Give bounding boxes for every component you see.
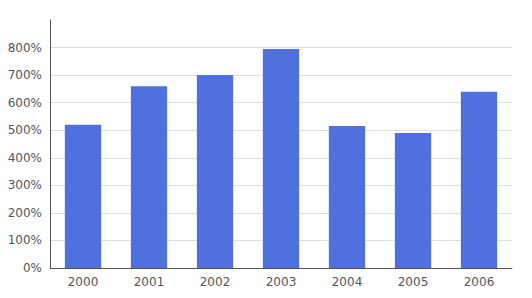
svg-text:100%: 100%	[8, 233, 42, 247]
svg-text:400%: 400%	[8, 151, 42, 165]
svg-text:2001: 2001	[134, 275, 165, 289]
svg-text:2004: 2004	[332, 275, 363, 289]
svg-text:300%: 300%	[8, 178, 42, 192]
svg-text:200%: 200%	[8, 206, 42, 220]
svg-text:500%: 500%	[8, 123, 42, 137]
svg-text:2003: 2003	[266, 275, 297, 289]
svg-text:0%: 0%	[23, 261, 42, 275]
svg-text:800%: 800%	[8, 41, 42, 55]
svg-text:600%: 600%	[8, 96, 42, 110]
svg-text:2000: 2000	[68, 275, 99, 289]
svg-text:2002: 2002	[200, 275, 231, 289]
svg-text:2005: 2005	[398, 275, 429, 289]
svg-text:700%: 700%	[8, 68, 42, 82]
svg-text:2006: 2006	[464, 275, 495, 289]
